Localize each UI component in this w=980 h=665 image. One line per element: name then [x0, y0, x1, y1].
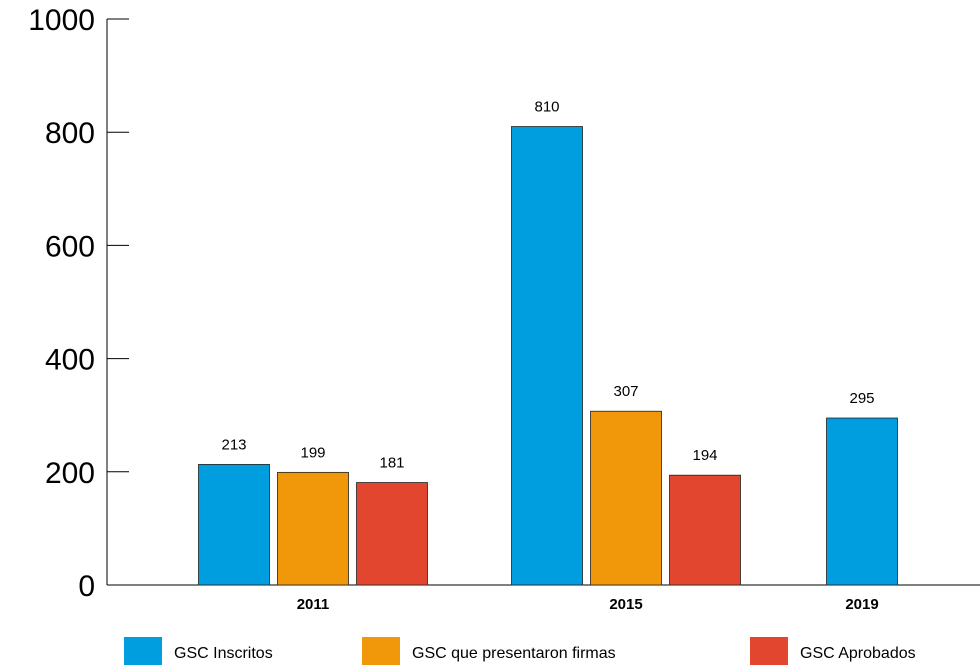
legend-swatch [362, 637, 400, 665]
y-tick-label: 800 [45, 117, 95, 150]
x-axis: 2011 2015 2019 [107, 584, 980, 613]
legend-swatch [124, 637, 162, 665]
y-tick-label: 0 [78, 570, 95, 603]
y-tick-label: 200 [45, 457, 95, 490]
legend-label: GSC que presentaron firmas [412, 645, 616, 662]
data-label: 199 [300, 444, 325, 461]
bar-gsc-inscritos-2015 [511, 126, 583, 586]
data-label: 307 [613, 383, 638, 400]
y-tick-label: 1000 [28, 4, 95, 37]
legend: GSC Inscritos GSC que presentaron firmas G… [124, 637, 916, 665]
legend-label: GSC Aprobados [800, 645, 916, 662]
bar-gsc-inscritos-2011 [198, 464, 270, 586]
data-label: 295 [849, 390, 874, 407]
y-tick-label: 400 [45, 344, 95, 377]
bar-gsc-aprobados-2011 [356, 482, 428, 586]
x-tick-label: 2019 [845, 596, 878, 613]
data-label: 194 [692, 447, 717, 464]
legend-label: GSC Inscritos [174, 645, 273, 662]
x-tick-label: 2011 [297, 596, 330, 613]
data-labels: 213 199 181 810 307 194 295 [221, 99, 874, 472]
legend-swatch [750, 637, 788, 665]
data-label: 810 [534, 99, 559, 116]
bar-gsc-que-presentaron-firmas-2015 [590, 410, 662, 586]
bar-gsc-inscritos-2019 [826, 417, 898, 586]
y-axis: 0 200 400 600 800 1000 [28, 4, 129, 603]
bar-gsc-que-presentaron-firmas-2011 [277, 471, 349, 586]
data-label: 213 [221, 436, 246, 453]
data-label: 181 [379, 455, 404, 472]
y-tick-label: 600 [45, 230, 95, 263]
bars [198, 126, 898, 586]
x-tick-label: 2015 [609, 596, 642, 613]
bar-gsc-aprobados-2015 [669, 474, 741, 586]
